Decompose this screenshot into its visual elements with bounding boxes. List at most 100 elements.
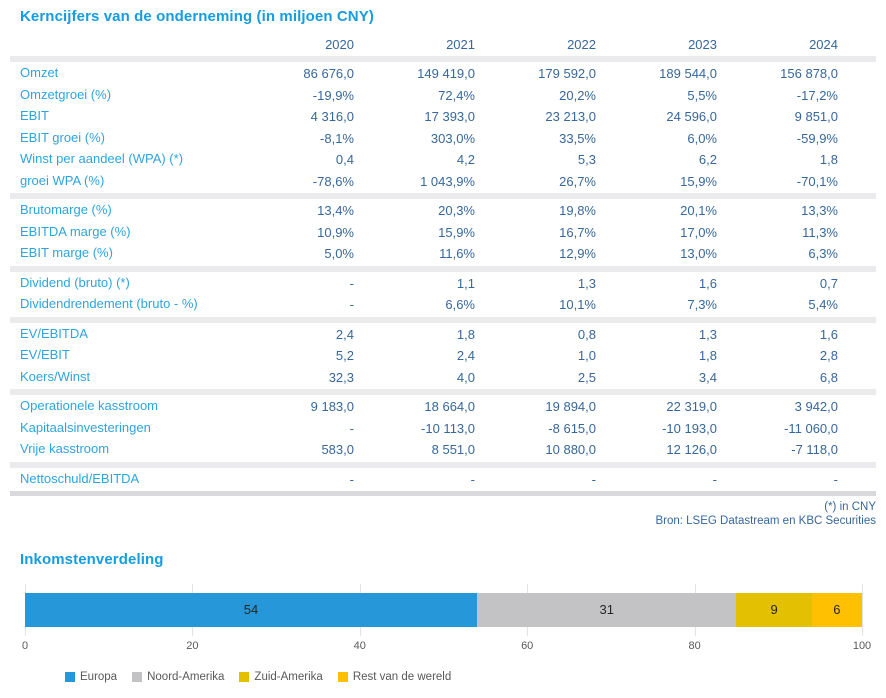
row-value: 2,4: [335, 326, 354, 342]
row-label-text: EBITDA marge (%): [20, 223, 131, 239]
row-value: 20,3%: [438, 203, 475, 219]
legend-item: Zuid-Amerika: [239, 670, 323, 683]
row-label: Vrije kasstroom: [10, 441, 233, 458]
legend-swatch-icon: [132, 671, 143, 682]
table-row: Dividend (bruto) (*) - 1,1 1,3 1,6 0,7: [10, 273, 876, 295]
legend-label: Zuid-Amerika: [254, 670, 323, 683]
row-value: 10,1%: [559, 297, 596, 313]
row-value: 0,7: [819, 275, 838, 291]
row-label: EV/EBITDA: [10, 326, 233, 343]
row-label: Koers/Winst: [10, 369, 233, 386]
row-value: 7,3%: [687, 297, 717, 313]
row-label: EBIT: [10, 108, 233, 125]
table-row: Kapitaalsinvesteringen - -10 113,0 -8 615,0…: [10, 418, 876, 440]
year-header: 2020: [325, 37, 354, 52]
row-value: 2,5: [577, 369, 596, 385]
row-value: 15,9%: [680, 173, 717, 189]
row-value: 10,9%: [317, 224, 354, 240]
row-value: 1 043,9%: [420, 173, 475, 189]
row-value: 2,8: [819, 348, 838, 364]
row-label-text: Koers/Winst: [20, 368, 91, 384]
footnote: (*) in CNY: [824, 501, 876, 513]
chart-gridline: [862, 583, 863, 636]
row-value: 5,0%: [324, 246, 354, 262]
row-label-text: EBIT marge (%): [20, 245, 113, 261]
row-value: 23 213,0: [545, 109, 596, 125]
row-value: 0,4: [335, 152, 354, 168]
row-value: -8 615,0: [548, 420, 596, 436]
legend-swatch-icon: [65, 671, 75, 682]
row-value: -: [349, 471, 354, 487]
row-value: 15,9%: [438, 224, 475, 240]
row-value: -70,1%: [796, 173, 838, 189]
source-note: Bron: LSEG Datastream en KBC Securities: [655, 515, 876, 528]
row-value: 8 551,0: [431, 442, 475, 458]
row-label: Omzet: [10, 65, 233, 82]
table-row: Dividendrendement (bruto - %) - 6,6% 10,1% 7…: [10, 294, 876, 316]
row-label: EBIT groei (%): [10, 130, 233, 147]
bar-segment-rest-van-de-wereld: 6: [811, 592, 862, 627]
table-row: Koers/Winst 32,3 4,0 2,5 3,4 6,8: [10, 367, 876, 389]
row-label: Nettoschuld/EBITDA: [10, 471, 233, 488]
group-separator: [10, 461, 876, 468]
row-value: -: [470, 471, 475, 487]
row-label: Kapitaalsinvesteringen: [10, 420, 233, 437]
row-value: 2,4: [456, 348, 475, 364]
row-label-text: Winst per aandeel (WPA) (*): [20, 151, 184, 167]
row-value: 11,3%: [802, 224, 838, 240]
row-value: -: [349, 297, 354, 313]
row-value: 5,4%: [808, 297, 838, 313]
row-label: Omzetgroei (%): [10, 87, 233, 104]
row-value: -59,9%: [796, 130, 838, 146]
row-value: -17,2%: [796, 87, 838, 103]
row-label-text: Dividend (bruto) (*): [20, 274, 130, 290]
row-value: -: [591, 471, 596, 487]
row-value: 86 676,0: [303, 66, 354, 82]
table-row: Omzet 86 676,0 149 419,0 179 592,0 189 544,0…: [10, 63, 876, 85]
row-value: 1,6: [698, 275, 717, 291]
row-label: Operationele kasstroom: [10, 398, 233, 415]
row-label-text: Operationele kasstroom: [20, 398, 159, 414]
row-value: -10 113,0: [421, 420, 475, 436]
row-value: 12,9%: [559, 246, 596, 262]
row-value: 189 544,0: [659, 66, 717, 82]
row-label: EV/EBIT: [10, 347, 233, 364]
year-header: 2022: [567, 37, 596, 52]
legend-label: Europa: [80, 670, 118, 683]
row-value: 17 393,0: [424, 109, 475, 125]
row-value: 6,8: [819, 369, 838, 385]
row-value: 6,0%: [687, 130, 717, 146]
table-row: groei WPA (%) -78,6% 1 043,9% 26,7% 15,9% -70…: [10, 171, 876, 193]
x-tick-label: 60: [521, 639, 534, 652]
row-value: 24 596,0: [666, 109, 717, 125]
x-axis: 0 20 40 60 80 100: [22, 639, 871, 654]
row-value: 13,3%: [801, 203, 838, 219]
table-row: Winst per aandeel (WPA) (*) 0,4 4,2 5,3 6,2 1…: [10, 149, 876, 171]
row-value: 19,8%: [559, 203, 596, 219]
row-value: -7 118,0: [791, 442, 838, 458]
row-value: 18 664,0: [424, 399, 475, 415]
row-value: 1,8: [819, 152, 838, 168]
row-label-text: Dividendrendement (bruto - %): [20, 296, 198, 312]
table-row: EBIT 4 316,0 17 393,0 23 213,0 24 596,0 9 851…: [10, 106, 876, 128]
row-value: 303,0%: [430, 130, 475, 146]
x-tick-label: 20: [186, 639, 199, 652]
row-label-text: groei WPA (%): [20, 172, 105, 188]
row-value: 5,3: [577, 152, 596, 168]
row-value: 26,7%: [559, 173, 596, 189]
row-value: 9 851,0: [794, 109, 838, 125]
row-value: -8,1%: [320, 130, 354, 146]
row-value: 1,3: [577, 275, 596, 291]
row-label-text: Omzetgroei (%): [20, 86, 112, 102]
row-value: 1,8: [698, 348, 717, 364]
row-label-text: EV/EBITDA: [20, 325, 88, 341]
year-header: 2023: [688, 37, 717, 52]
row-value: 0,8: [577, 326, 596, 342]
row-value: 72,4%: [438, 87, 475, 103]
row-value: -: [712, 471, 717, 487]
row-value: 1,6: [819, 326, 838, 342]
legend-swatch-icon: [239, 671, 250, 682]
key-figures-table: 2020 2021 2022 2023 2024 Omzet 86 676,0 149 419…: [10, 35, 876, 496]
row-value: 16,7%: [559, 224, 596, 240]
legend-label: Noord-Amerika: [147, 670, 225, 683]
